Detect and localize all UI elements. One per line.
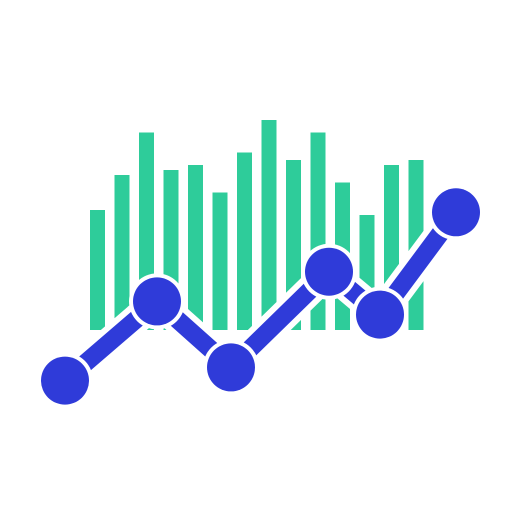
trend-point-2 <box>133 277 181 325</box>
bar-5 <box>188 165 203 330</box>
trend-point-3 <box>207 343 255 391</box>
trend-point-6 <box>432 188 480 236</box>
bar-1 <box>90 210 105 330</box>
trend-point-4 <box>305 248 353 296</box>
bar-6 <box>213 193 228 331</box>
trend-point-1 <box>41 357 89 405</box>
bar-7 <box>237 153 252 331</box>
trend-point-5 <box>356 291 404 339</box>
bar-8 <box>262 120 277 330</box>
bar-2 <box>115 175 130 330</box>
